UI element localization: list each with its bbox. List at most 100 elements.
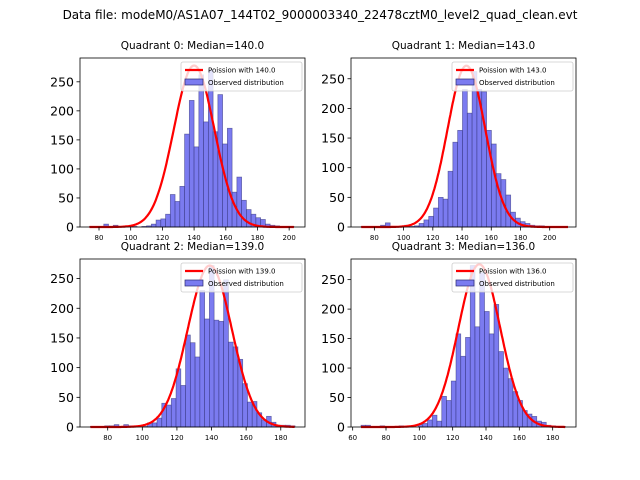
histogram-bar bbox=[150, 223, 157, 228]
histogram-bar bbox=[484, 311, 490, 428]
y-tick-label: 200 bbox=[321, 101, 345, 116]
histogram-bar bbox=[422, 423, 428, 428]
histogram-bar bbox=[428, 215, 434, 228]
histogram-bar bbox=[450, 380, 457, 428]
legend-bar-swatch bbox=[455, 78, 475, 86]
x-tick-label: 140 bbox=[479, 434, 492, 442]
legend-label-poisson: Poission with 136.0 bbox=[479, 268, 547, 276]
histogram-bar bbox=[189, 342, 196, 428]
histogram-bar bbox=[213, 319, 220, 428]
histogram-bar bbox=[441, 395, 447, 428]
histogram-bar bbox=[228, 341, 234, 428]
subplot-quadrant-1: Quadrant 1: Median=143.0 80 100 120 140 160 18… bbox=[321, 40, 577, 242]
legend-box bbox=[180, 262, 303, 293]
histogram-bar bbox=[471, 71, 478, 228]
x-tick-label: 80 bbox=[103, 434, 112, 442]
histogram-bar bbox=[457, 129, 463, 228]
legend: Poission with 140.0 Observed distribution bbox=[180, 61, 303, 92]
legend-box bbox=[451, 262, 574, 293]
histogram-bar bbox=[241, 199, 247, 228]
y-tick-label: 50 bbox=[58, 390, 74, 405]
y-tick-label: 50 bbox=[329, 390, 345, 405]
x-tick-label: 80 bbox=[382, 434, 391, 442]
histogram-bar bbox=[180, 385, 186, 428]
x-tick-label: 200 bbox=[543, 234, 556, 242]
histogram-bar bbox=[174, 201, 181, 228]
histogram-bar bbox=[465, 337, 471, 428]
histogram-bar bbox=[479, 272, 485, 428]
subplot-title: Quadrant 0: Median=140.0 bbox=[121, 40, 264, 52]
legend-label-observed: Observed distribution bbox=[479, 79, 555, 87]
histogram-bar bbox=[427, 419, 433, 428]
y-tick-label: 150 bbox=[50, 132, 74, 147]
subplot-title: Quadrant 2: Median=139.0 bbox=[121, 241, 264, 253]
subplot-quadrant-2: Quadrant 2: Median=139.0 80 100 120 140 160 18… bbox=[50, 241, 306, 442]
legend-label-observed: Observed distribution bbox=[208, 280, 284, 288]
y-tick-label: 0 bbox=[66, 420, 74, 435]
histogram-bar bbox=[452, 141, 459, 228]
histogram-bar bbox=[169, 194, 176, 228]
x-tick-label: 160 bbox=[239, 434, 252, 442]
y-tick-label: 250 bbox=[321, 272, 345, 287]
x-tick-label: 160 bbox=[219, 234, 232, 242]
histogram-bar bbox=[179, 185, 185, 228]
subplot-title: Quadrant 1: Median=143.0 bbox=[392, 40, 535, 52]
histogram-bar bbox=[194, 356, 201, 428]
y-tick-label: 100 bbox=[50, 161, 74, 176]
histogram-bar bbox=[460, 355, 466, 428]
y-tick-label: 150 bbox=[50, 330, 74, 345]
x-tick-label: 180 bbox=[251, 234, 264, 242]
y-tick-label: 150 bbox=[321, 331, 345, 346]
histogram-bar bbox=[446, 400, 452, 428]
histogram-bar bbox=[165, 213, 171, 228]
histogram-bar bbox=[203, 121, 209, 228]
x-tick-label: 120 bbox=[170, 434, 183, 442]
x-tick-label: 100 bbox=[397, 234, 410, 242]
x-tick-label: 180 bbox=[514, 234, 527, 242]
histogram-bar bbox=[431, 414, 438, 428]
bars-observed bbox=[89, 69, 295, 228]
axes-frame bbox=[350, 258, 577, 428]
histogram-bar bbox=[503, 367, 509, 428]
y-tick-label: 100 bbox=[321, 361, 345, 376]
histogram-bar bbox=[232, 346, 239, 428]
histogram-bar bbox=[247, 401, 253, 428]
histogram-bar bbox=[423, 219, 430, 228]
legend-label-poisson: Poission with 139.0 bbox=[208, 268, 276, 276]
histogram-bar bbox=[155, 219, 162, 228]
legend-bar-swatch bbox=[184, 279, 204, 287]
histogram-bar bbox=[462, 89, 468, 228]
y-tick-label: 250 bbox=[50, 271, 74, 286]
x-tick-label: 120 bbox=[446, 434, 459, 442]
y-tick-label: 0 bbox=[66, 220, 74, 235]
histogram-bar bbox=[474, 326, 481, 428]
y-tick-label: 200 bbox=[321, 302, 345, 317]
histogram-bar bbox=[188, 100, 195, 228]
y-tick-label: 50 bbox=[58, 190, 74, 205]
axes-frame bbox=[79, 258, 306, 428]
x-tick-label: 180 bbox=[274, 434, 287, 442]
histogram-bar bbox=[442, 198, 449, 228]
histogram-bar bbox=[218, 320, 225, 428]
histogram-bar bbox=[204, 318, 210, 428]
subplot-quadrant-3: Quadrant 3: Median=136.0 60 80 100 120 140 160… bbox=[321, 241, 577, 442]
x-tick-label: 140 bbox=[205, 434, 218, 442]
histogram-bar bbox=[227, 127, 233, 228]
x-tick-label: 140 bbox=[187, 234, 200, 242]
x-tick-label: 200 bbox=[282, 234, 295, 242]
y-tick-label: 50 bbox=[329, 190, 345, 205]
x-tick-label: 120 bbox=[156, 234, 169, 242]
histogram-bar bbox=[488, 333, 495, 428]
legend: Poission with 136.0 Observed distribution bbox=[451, 262, 574, 293]
legend-bar-swatch bbox=[184, 78, 204, 86]
y-tick-label: 250 bbox=[50, 74, 74, 89]
y-tick-label: 200 bbox=[50, 103, 74, 118]
x-tick-label: 120 bbox=[426, 234, 439, 242]
legend-bar-swatch bbox=[455, 279, 475, 287]
histogram-bar bbox=[433, 207, 439, 228]
histogram-bar bbox=[507, 378, 514, 428]
histogram-bar bbox=[498, 351, 504, 428]
legend-label-observed: Observed distribution bbox=[479, 280, 555, 288]
axes-frame bbox=[350, 57, 577, 228]
